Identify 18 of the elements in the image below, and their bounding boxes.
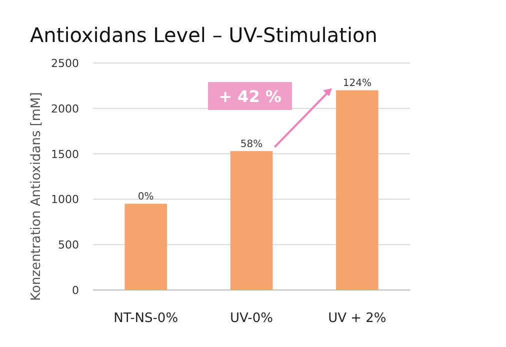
bar	[336, 90, 378, 290]
chart-title: Antioxidans Level – UV-Stimulation	[30, 23, 378, 47]
y-tick-label: 500	[58, 238, 79, 252]
y-tick-label: 0	[72, 284, 79, 297]
annotation: 0%	[138, 192, 154, 203]
y-tick-label: 1500	[51, 148, 79, 161]
bar	[230, 151, 273, 290]
y-tick-label: 2500	[51, 57, 79, 70]
y-tick-label: 1000	[51, 193, 79, 206]
y-axis-title: Konzentration Antioxidans [mM]	[29, 92, 44, 301]
annotation: 58%	[240, 139, 263, 150]
y-tick-label: 2000	[51, 102, 79, 116]
x-tick-label: NT-NS-0%	[114, 311, 178, 326]
annotation: 124%	[342, 78, 372, 90]
x-tick-label: UV-0%	[230, 311, 273, 326]
x-tick-label: UV + 2%	[328, 311, 386, 326]
bar	[124, 204, 167, 290]
annotation: + 42 %	[218, 87, 282, 106]
